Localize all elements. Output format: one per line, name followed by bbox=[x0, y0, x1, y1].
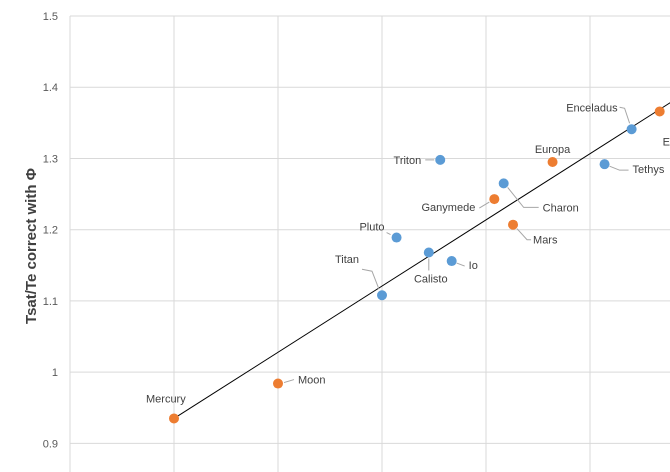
point-label-titan: Titan bbox=[335, 254, 359, 266]
point-titan bbox=[377, 290, 387, 301]
point-label-io: Io bbox=[469, 260, 478, 272]
point-label-calisto: Calisto bbox=[414, 273, 448, 285]
point-label-charon: Charon bbox=[543, 202, 579, 214]
point-label-triton: Triton bbox=[394, 155, 422, 167]
leader-line bbox=[619, 106, 631, 124]
point-label-europa: Europa bbox=[535, 144, 571, 156]
y-tick-labels: 0.9 1 1.1 1.2 1.3 1.4 1.5 bbox=[43, 11, 58, 450]
point-enceladus bbox=[626, 124, 637, 135]
point-charon bbox=[498, 178, 509, 189]
point-labels: Mercury Moon Titan Pluto Calisto Io Triton Gany… bbox=[146, 102, 670, 405]
trendline-group bbox=[173, 102, 670, 419]
y-tick-label: 1.4 bbox=[43, 82, 58, 94]
point-label-mercury: Mercury bbox=[146, 393, 186, 405]
gridlines bbox=[69, 15, 670, 472]
label-leader-lines bbox=[283, 106, 631, 384]
y-tick-label: 1.3 bbox=[43, 153, 58, 165]
point-ganymede bbox=[489, 194, 500, 205]
leader-line bbox=[516, 228, 532, 241]
y-axis-label: Tsat/Te correct with Φ bbox=[23, 168, 40, 324]
point-mars bbox=[508, 219, 519, 230]
point-calisto bbox=[423, 247, 434, 258]
point-label-mars: Mars bbox=[533, 235, 558, 247]
point-label-moon: Moon bbox=[298, 375, 326, 387]
trendline bbox=[173, 102, 670, 419]
point-label-e: E bbox=[663, 136, 670, 148]
y-tick-label: 1 bbox=[52, 367, 58, 379]
point-europa bbox=[547, 157, 558, 168]
leader-line bbox=[361, 268, 380, 290]
point-e bbox=[654, 106, 665, 117]
point-triton bbox=[435, 154, 446, 165]
y-tick-label: 1.2 bbox=[43, 225, 58, 237]
leader-line bbox=[609, 165, 629, 171]
leader-line bbox=[456, 262, 465, 267]
point-io bbox=[446, 256, 457, 267]
y-tick-label: 1.5 bbox=[43, 11, 58, 23]
leader-line bbox=[507, 187, 539, 208]
point-pluto bbox=[391, 232, 402, 243]
point-tethys bbox=[599, 159, 610, 170]
leader-line bbox=[386, 232, 391, 235]
point-mercury bbox=[169, 413, 179, 424]
point-label-ganymede: Ganymede bbox=[422, 202, 476, 214]
point-label-tethys: Tethys bbox=[633, 164, 665, 176]
data-points bbox=[169, 106, 665, 424]
leader-line bbox=[479, 201, 490, 209]
point-label-pluto: Pluto bbox=[359, 222, 384, 234]
point-label-enceladus: Enceladus bbox=[566, 102, 618, 114]
y-tick-label: 1.1 bbox=[43, 296, 58, 308]
leader-line bbox=[283, 379, 295, 384]
point-moon bbox=[273, 378, 283, 389]
y-tick-label: 0.9 bbox=[43, 438, 58, 450]
